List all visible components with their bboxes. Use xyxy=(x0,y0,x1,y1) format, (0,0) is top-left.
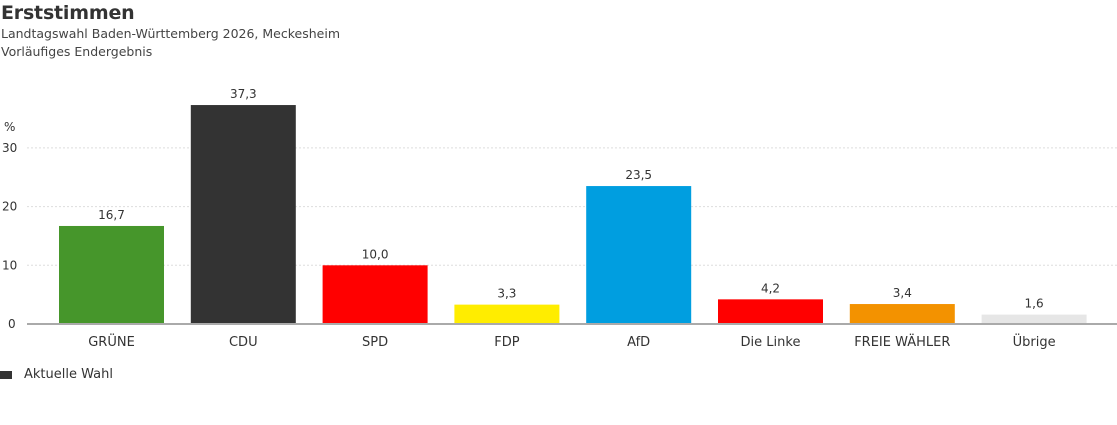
chart-status: Vorläufiges Endergebnis xyxy=(1,44,153,59)
chart-title: Erststimmen xyxy=(1,2,135,24)
value-label: 23,5 xyxy=(625,168,652,182)
x-tick-label: Die Linke xyxy=(741,335,801,350)
value-label: 3,3 xyxy=(497,287,516,301)
bar-afd xyxy=(586,186,692,324)
x-tick-label: Übrige xyxy=(1013,333,1056,350)
bar-cdu xyxy=(190,105,296,324)
bar-chart: % 0 10 20 30 16,7 GRÜNE 37,3 CDU 10,0 SPD 3,3 FDP 23,… xyxy=(2,87,1117,350)
y-axis-unit: % xyxy=(4,120,15,134)
y-tick-label: 10 xyxy=(2,258,17,272)
x-tick-label: FDP xyxy=(494,335,519,350)
value-label: 16,7 xyxy=(98,208,125,222)
value-label: 37,3 xyxy=(230,87,257,101)
value-label: 10,0 xyxy=(362,247,389,261)
bar--brige xyxy=(981,314,1087,324)
bar-gr-ne xyxy=(59,225,164,324)
y-tick-label: 0 xyxy=(8,317,16,331)
chart-subtitle: Landtagswahl Baden-Württemberg 2026, Mec… xyxy=(1,26,340,41)
x-tick-label: CDU xyxy=(229,335,258,350)
y-tick-label: 30 xyxy=(2,141,17,155)
x-tick-label: SPD xyxy=(362,335,388,350)
legend-label: Aktuelle Wahl xyxy=(24,367,113,382)
value-label: 4,2 xyxy=(761,281,780,295)
value-label: 1,6 xyxy=(1025,297,1044,311)
value-label: 3,4 xyxy=(893,286,912,300)
bar-freie-w-hler xyxy=(849,304,955,324)
x-tick-label: FREIE WÄHLER xyxy=(854,334,950,350)
y-tick-label: 20 xyxy=(2,200,17,214)
x-tick-label: AfD xyxy=(627,335,650,350)
bar-die-linke xyxy=(718,299,823,324)
x-tick-label: GRÜNE xyxy=(88,333,135,350)
bar-spd xyxy=(322,265,428,324)
legend-swatch xyxy=(0,370,12,379)
legend: Aktuelle Wahl xyxy=(0,367,113,382)
bar-fdp xyxy=(454,304,560,324)
